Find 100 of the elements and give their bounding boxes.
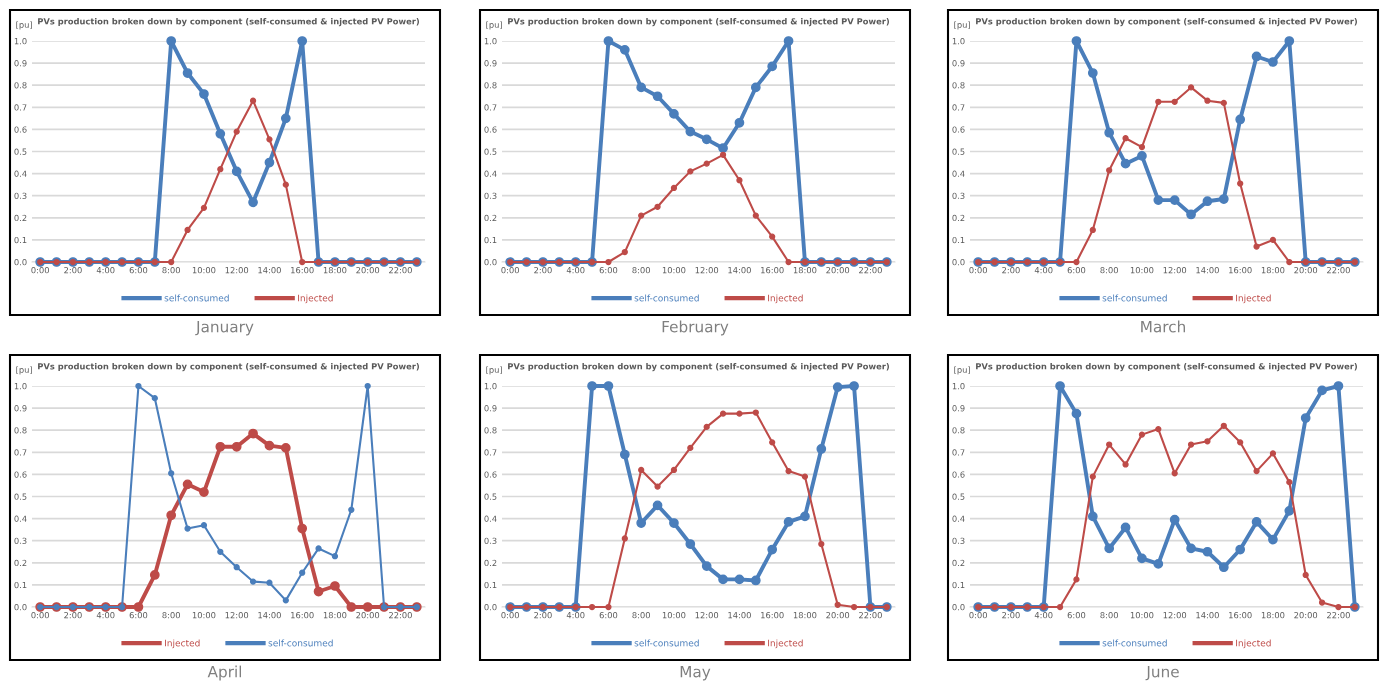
x-tick-label: 2:00 bbox=[534, 267, 552, 274]
legend-label: self-consumed bbox=[1102, 639, 1167, 647]
x-tick-label: 4:00 bbox=[1034, 267, 1053, 274]
y-tick-label: 0.4 bbox=[952, 170, 965, 177]
y-tick-label: 0.3 bbox=[952, 537, 965, 544]
y-axis-title: [pu] bbox=[16, 21, 32, 30]
legend-label: Injected bbox=[768, 639, 803, 649]
y-tick-label: 0.8 bbox=[952, 82, 965, 89]
chart-title: PVs production broken down by component (self-consumed & injected PV Power) bbox=[38, 18, 419, 27]
chart-title: PVs production broken down by component (self-consumed & injected PV Power) bbox=[976, 18, 1357, 27]
y-tick-label: 0.3 bbox=[484, 192, 497, 199]
x-tick-label: 20:00 bbox=[826, 612, 850, 619]
y-tick-label: 1.0 bbox=[14, 37, 27, 45]
x-tick-label: 8:00 bbox=[162, 612, 180, 619]
x-tick-label: 14:00 bbox=[258, 267, 281, 274]
x-tick-label: 0:00 bbox=[969, 612, 987, 619]
y-tick-label: 0.9 bbox=[484, 405, 497, 412]
text: March bbox=[1141, 320, 1185, 333]
y-tick-label: 0.0 bbox=[14, 258, 27, 266]
x-tick-label: 4:00 bbox=[96, 612, 115, 619]
y-tick-label: 0.4 bbox=[484, 170, 497, 177]
y-tick-label: 0.6 bbox=[14, 126, 27, 133]
y-tick-label: 0.6 bbox=[952, 471, 965, 478]
x-tick-label: 6:00 bbox=[599, 267, 618, 274]
x-tick-label: 18:00 bbox=[793, 267, 817, 274]
y-tick-label: 0.2 bbox=[14, 214, 27, 222]
text: June bbox=[1145, 666, 1179, 681]
x-tick-label: 12:00 bbox=[225, 267, 249, 274]
y-tick-label: 0.4 bbox=[14, 170, 27, 177]
x-tick-label: 2:00 bbox=[64, 267, 82, 274]
y-axis-title: [pu] bbox=[486, 366, 502, 375]
x-tick-label: 12:00 bbox=[695, 267, 719, 274]
y-tick-label: 0.3 bbox=[484, 537, 497, 544]
x-tick-label: 2:00 bbox=[1002, 612, 1020, 619]
x-tick-label: 0:00 bbox=[501, 612, 519, 619]
y-tick-label: 0.5 bbox=[14, 493, 27, 500]
y-axis-title: [pu] bbox=[16, 366, 32, 375]
x-tick-label: 10:00 bbox=[1130, 612, 1154, 619]
y-tick-label: 0.9 bbox=[14, 405, 27, 412]
x-tick-label: 2:00 bbox=[64, 612, 82, 619]
y-tick-label: 0.7 bbox=[14, 104, 27, 111]
x-tick-label: 10:00 bbox=[192, 612, 216, 619]
y-axis-title: [pu] bbox=[486, 21, 502, 30]
legend-label: self-consumed bbox=[268, 639, 333, 647]
y-tick-label: 0.1 bbox=[484, 581, 497, 589]
y-tick-label: 0.0 bbox=[484, 258, 497, 266]
legend-label: Injected bbox=[165, 639, 200, 649]
x-tick-label: 0:00 bbox=[501, 267, 519, 274]
x-tick-label: 14:00 bbox=[1196, 612, 1219, 619]
y-tick-label: 0.6 bbox=[484, 126, 497, 133]
y-tick-label: 0.7 bbox=[952, 449, 965, 456]
y-tick-label: 0.7 bbox=[484, 449, 497, 456]
text: January bbox=[195, 321, 254, 336]
x-tick-label: 14:00 bbox=[258, 612, 281, 619]
x-tick-label: 14:00 bbox=[1196, 267, 1219, 274]
y-tick-label: 0.8 bbox=[14, 82, 27, 89]
x-tick-label: 12:00 bbox=[1163, 267, 1187, 274]
x-tick-label: 22:00 bbox=[389, 612, 412, 619]
x-tick-label: 10:00 bbox=[662, 612, 686, 619]
x-tick-label: 22:00 bbox=[1327, 267, 1350, 274]
x-tick-label: 4:00 bbox=[566, 612, 585, 619]
x-tick-label: 4:00 bbox=[96, 267, 115, 274]
x-tick-label: 16:00 bbox=[291, 267, 314, 274]
x-tick-label: 12:00 bbox=[695, 612, 719, 619]
text: February bbox=[662, 320, 729, 336]
y-tick-label: 0.6 bbox=[14, 471, 27, 478]
x-tick-label: 22:00 bbox=[859, 612, 882, 619]
x-tick-label: 0:00 bbox=[969, 267, 987, 274]
x-tick-label: 16:00 bbox=[291, 612, 314, 619]
x-tick-label: 16:00 bbox=[761, 612, 784, 619]
y-axis-title: [pu] bbox=[954, 21, 970, 30]
y-tick-label: 0.0 bbox=[952, 603, 965, 611]
y-tick-label: 1.0 bbox=[952, 37, 965, 45]
y-tick-label: 0.5 bbox=[952, 493, 965, 500]
y-tick-label: 0.3 bbox=[14, 192, 27, 199]
chart-title: PVs production broken down by component (self-consumed & injected PV Power) bbox=[508, 18, 889, 27]
x-tick-label: 10:00 bbox=[192, 267, 216, 274]
y-tick-label: 0.2 bbox=[14, 559, 27, 567]
x-tick-label: 12:00 bbox=[1163, 612, 1187, 619]
x-tick-label: 14:00 bbox=[728, 612, 751, 619]
legend-label: self-consumed bbox=[634, 294, 699, 302]
x-tick-label: 2:00 bbox=[1002, 267, 1020, 274]
x-tick-label: 6:00 bbox=[1067, 267, 1086, 274]
y-tick-label: 0.8 bbox=[14, 427, 27, 434]
y-tick-label: 0.2 bbox=[952, 214, 965, 222]
x-tick-label: 0:00 bbox=[31, 267, 49, 274]
x-tick-label: 20:00 bbox=[1294, 612, 1318, 619]
x-tick-label: 20:00 bbox=[1294, 267, 1318, 274]
x-tick-label: 10:00 bbox=[662, 267, 686, 274]
y-tick-label: 0.5 bbox=[484, 148, 497, 155]
x-tick-label: 4:00 bbox=[566, 267, 585, 274]
y-tick-label: 0.0 bbox=[952, 258, 965, 266]
y-tick-label: 0.0 bbox=[14, 603, 27, 611]
x-tick-label: 16:00 bbox=[1229, 267, 1252, 274]
text: April bbox=[207, 665, 242, 681]
legend-label: Injected bbox=[1236, 639, 1271, 649]
y-tick-label: 0.0 bbox=[484, 603, 497, 611]
y-tick-label: 0.1 bbox=[952, 581, 965, 589]
y-tick-label: 0.7 bbox=[952, 104, 965, 111]
y-tick-label: 0.1 bbox=[14, 236, 27, 244]
